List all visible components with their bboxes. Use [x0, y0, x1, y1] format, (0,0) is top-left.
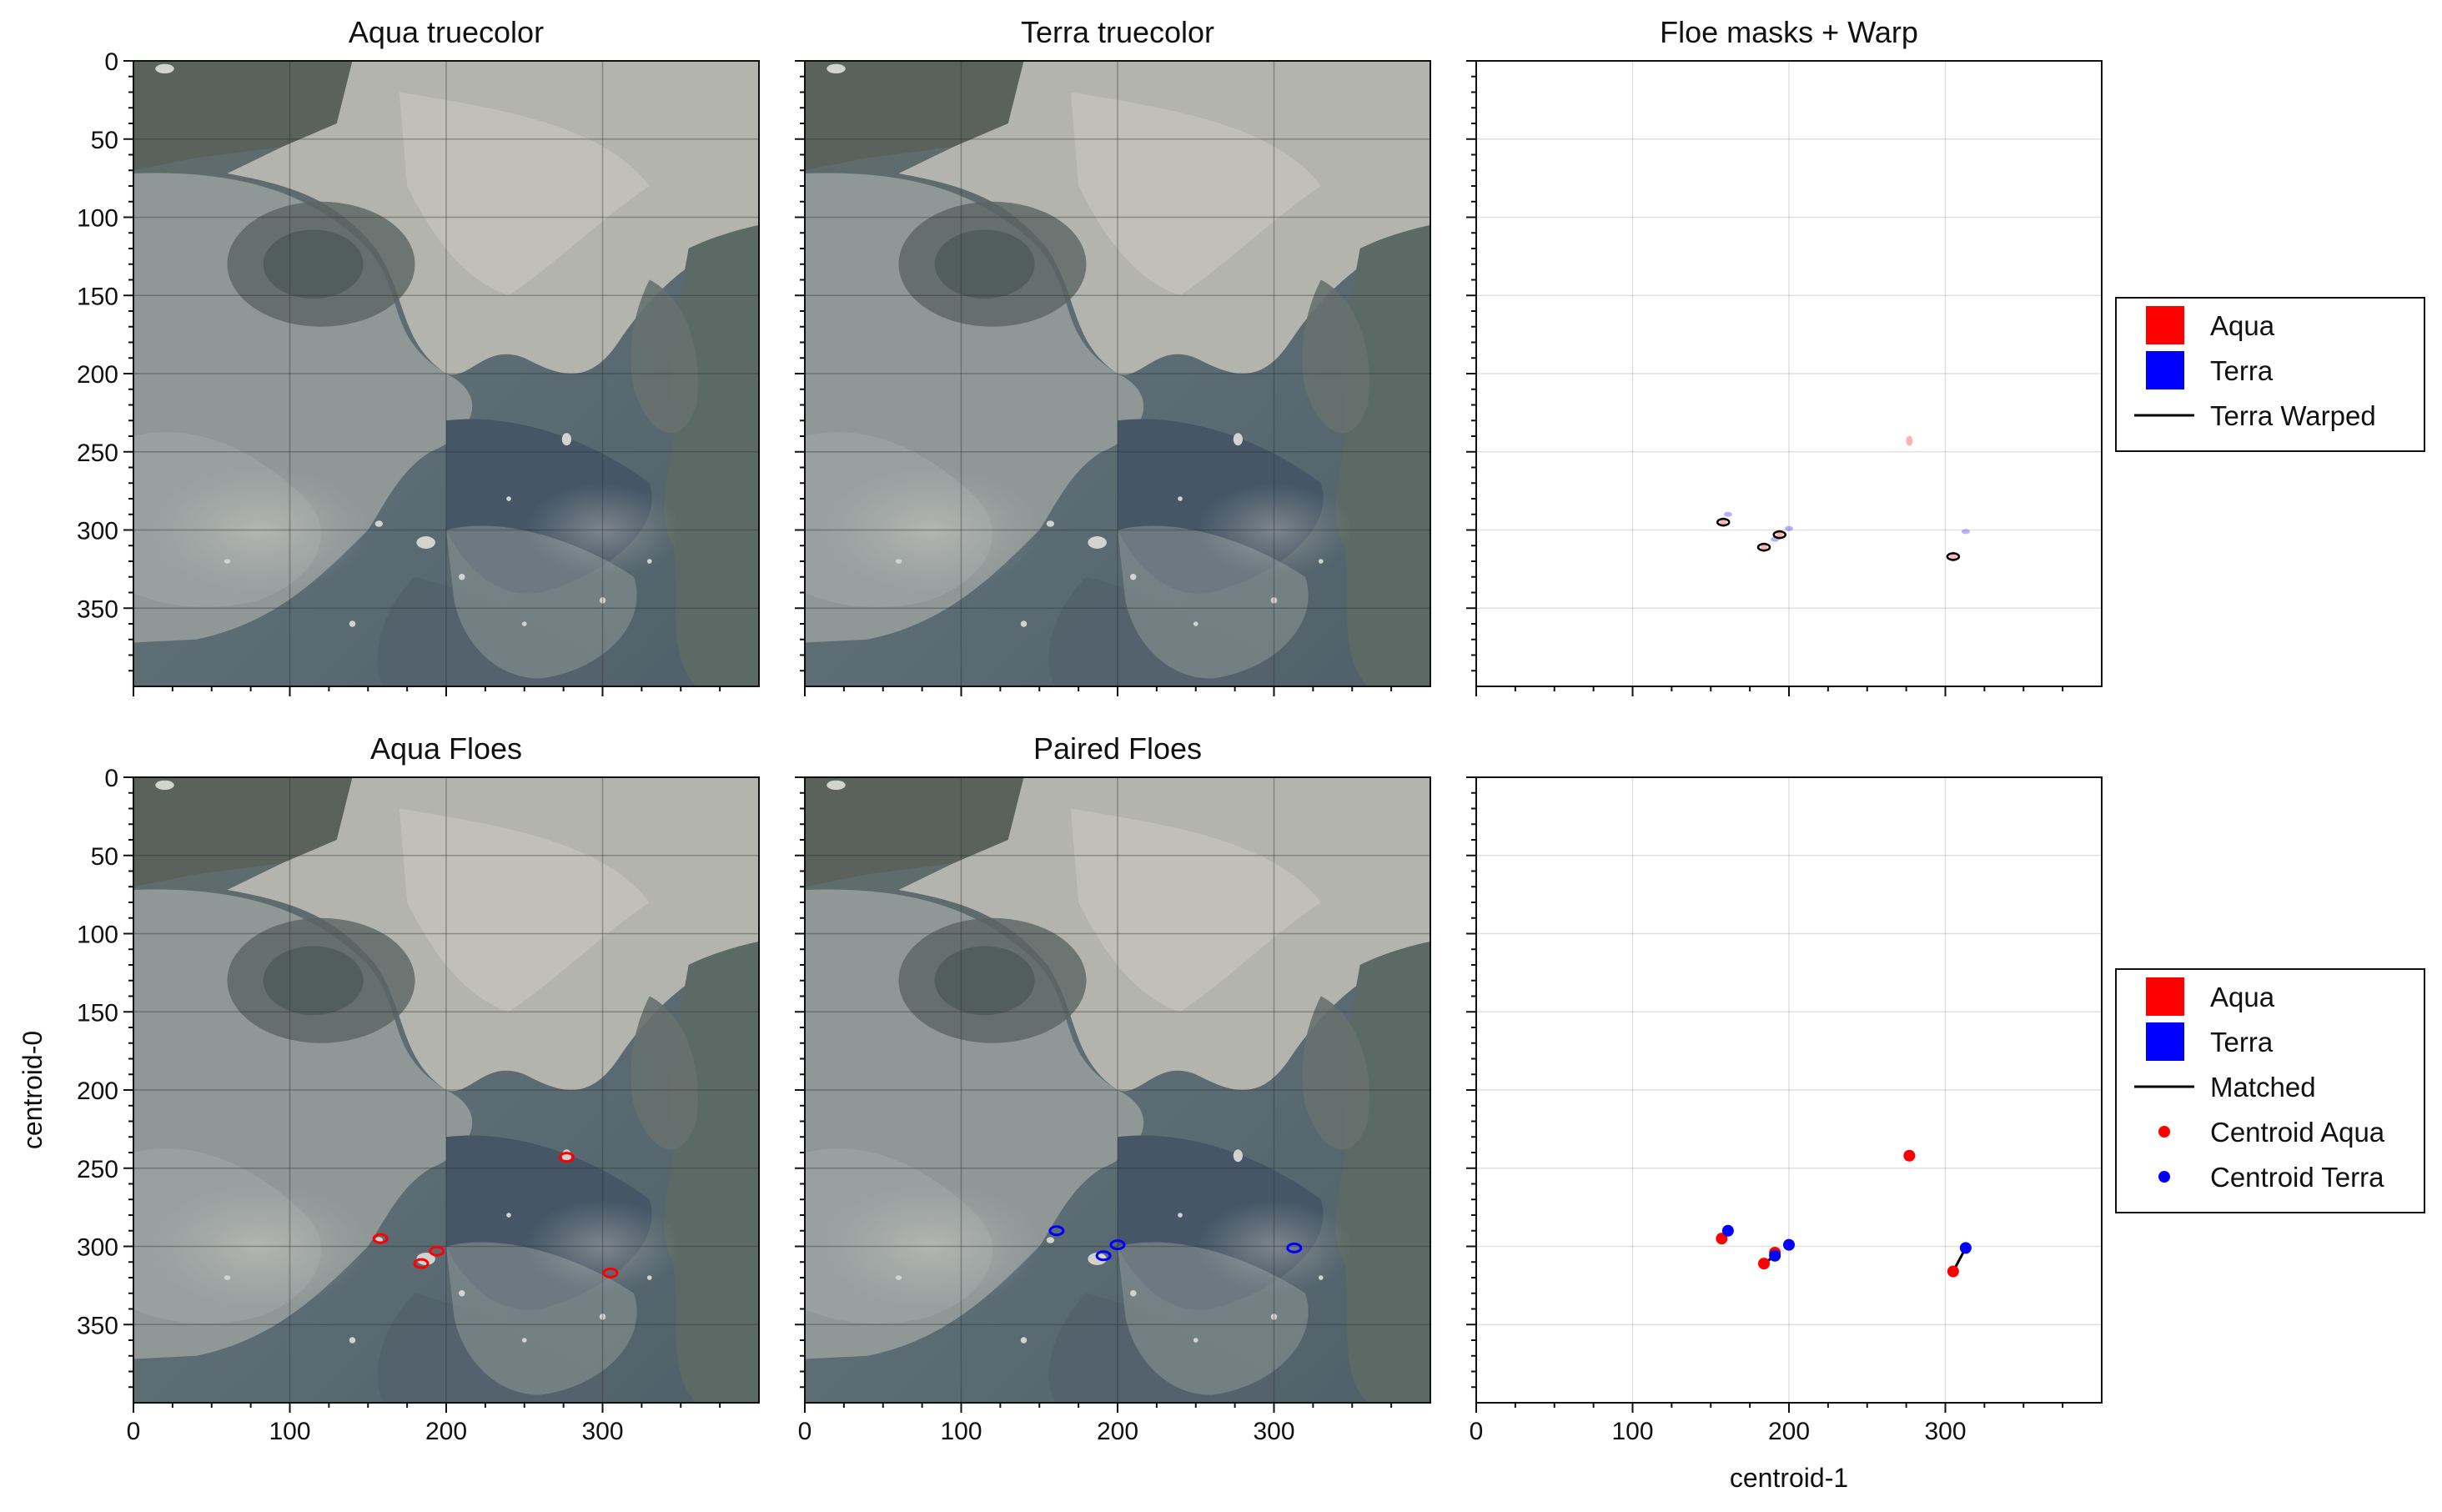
y-tick-label: 150: [77, 283, 118, 310]
centroid-terra-point: [1959, 1242, 1972, 1254]
plot-background: [1476, 61, 2102, 686]
panel-title: Terra truecolor: [1021, 15, 1214, 49]
panel-title: Floe masks + Warp: [1660, 15, 1918, 49]
centroid-terra-point: [1783, 1238, 1795, 1251]
y-tick-label: 300: [77, 1234, 118, 1262]
x-tick-label: 300: [1253, 1418, 1294, 1445]
legend-dot: [2158, 1126, 2170, 1138]
legend-label: Aqua: [2210, 982, 2275, 1012]
y-tick-label: 150: [77, 999, 118, 1027]
centroid-aqua-point: [1716, 1233, 1728, 1245]
panel-1: 0 50 100 150 200 250 300 350 Aqua truecolor: [77, 15, 760, 696]
panel-title: Aqua truecolor: [349, 15, 544, 49]
y-tick-label: 300: [77, 518, 118, 545]
floe-outline: [602, 1267, 619, 1278]
x-axis-label: centroid-1: [1730, 1463, 1848, 1493]
x-tick-label: 100: [269, 1418, 310, 1445]
panel-4: 0 100 200 300 0 50 100 150 200 250 300 350 Aqua Floe…: [77, 731, 760, 1445]
x-tick-label: 300: [1924, 1418, 1966, 1445]
x-tick-label: 200: [425, 1418, 467, 1445]
x-tick-label: 100: [940, 1418, 982, 1445]
terra-mask: [1785, 525, 1793, 531]
aqua-mask: [1906, 435, 1913, 446]
centroid-aqua-point: [1947, 1265, 1959, 1278]
legend-swatch: [2146, 977, 2184, 1016]
terra-mask: [1961, 529, 1970, 535]
legend-label: Terra Warped: [2210, 400, 2376, 431]
centroid-aqua-point: [1903, 1149, 1916, 1162]
x-tick-label: 0: [798, 1418, 812, 1445]
warped-mask-outline: [1772, 530, 1786, 540]
y-tick-label: 100: [77, 922, 118, 949]
y-tick-label: 350: [77, 595, 118, 623]
panel-2: Terra truecolor: [795, 15, 1431, 696]
plot-background: [1476, 777, 2102, 1403]
y-tick-label: 250: [77, 1156, 118, 1183]
warped-mask-outline: [1756, 542, 1771, 552]
y-tick-label: 50: [91, 127, 118, 154]
legend-swatch: [2146, 306, 2184, 344]
floe-outline: [558, 1152, 575, 1163]
panel-3: Floe masks + Warp Aqua Terra Terra Warped: [1466, 15, 2425, 696]
x-tick-label: 0: [127, 1418, 141, 1445]
y-tick-label: 0: [104, 48, 118, 76]
y-tick-label: 200: [77, 1077, 118, 1105]
x-tick-label: 0: [1470, 1418, 1484, 1445]
x-tick-label: 200: [1768, 1418, 1810, 1445]
x-tick-label: 200: [1097, 1418, 1138, 1445]
centroid-terra-point: [1721, 1224, 1734, 1237]
panel-title: Paired Floes: [1033, 731, 1202, 766]
panel-title: Aqua Floes: [370, 731, 522, 766]
y-tick-label: 100: [77, 205, 118, 233]
x-tick-label: 300: [581, 1418, 623, 1445]
floe-outline: [372, 1233, 389, 1244]
floe-outline: [1109, 1239, 1126, 1251]
terra-mask: [1723, 511, 1732, 517]
floe-outline: [1286, 1242, 1303, 1253]
warped-mask-outline: [1946, 552, 1961, 561]
legend-label: Terra: [2210, 1027, 2274, 1057]
floe-outline: [429, 1245, 445, 1257]
y-tick-label: 50: [91, 843, 118, 871]
legend-label: Centroid Aqua: [2210, 1117, 2385, 1148]
legend-label: Centroid Terra: [2210, 1162, 2384, 1193]
y-tick-label: 200: [77, 361, 118, 389]
warped-mask-outline: [1716, 517, 1731, 527]
legend-label: Matched: [2210, 1072, 2316, 1103]
legend: Aqua Terra Matched Centroid Aqua Centroid Te…: [2115, 968, 2425, 1213]
y-tick-label: 0: [104, 765, 118, 792]
floe-outline: [413, 1258, 430, 1269]
legend-dot: [2158, 1171, 2170, 1183]
panel-5: 0 100 200 300 Paired Floes: [795, 731, 1431, 1445]
floe-outline: [1048, 1225, 1065, 1237]
legend: Aqua Terra Terra Warped: [2115, 297, 2425, 452]
legend-swatch: [2146, 1022, 2184, 1061]
legend-swatch: [2146, 351, 2184, 389]
legend-label: Aqua: [2210, 310, 2275, 341]
centroid-terra-point: [1769, 1249, 1781, 1262]
x-tick-label: 100: [1611, 1418, 1653, 1445]
y-tick-label: 250: [77, 440, 118, 467]
y-tick-label: 350: [77, 1312, 118, 1339]
legend-label: Terra: [2210, 355, 2274, 386]
centroid-aqua-point: [1758, 1258, 1770, 1270]
floe-outline: [1095, 1250, 1112, 1262]
y-axis-label: centroid-0: [18, 1031, 48, 1149]
panel-6: 0 100 200 300 Aqua Terra Matched Centroid Aqua C…: [1466, 776, 2425, 1445]
